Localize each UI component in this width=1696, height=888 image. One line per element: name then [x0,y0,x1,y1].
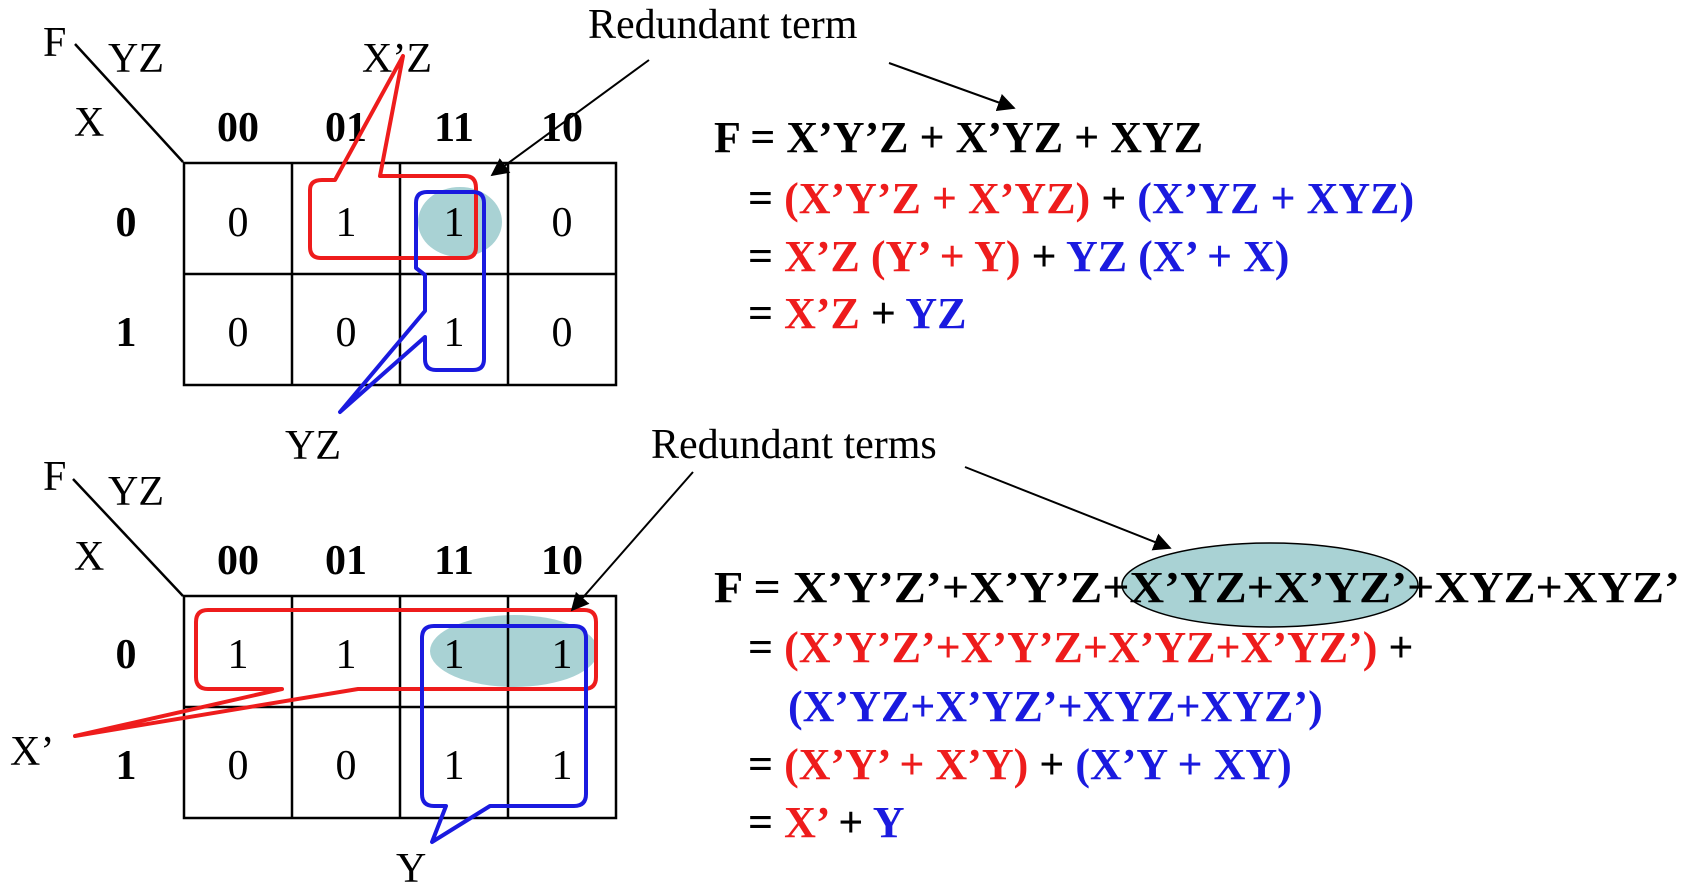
equation-segment: X’ [784,798,828,847]
equation-segment: + [1377,623,1413,672]
equation-segment: + [860,289,905,338]
equation-segment: = [748,232,784,281]
bottom-equation-line: F = X’Y’Z’+X’Y’Z+X’YZ+X’YZ’+XYZ+XYZ’ [714,563,1680,612]
bottom-col-header: 00 [217,538,259,584]
equation-segment: F = X’Y’Z + X’YZ + XYZ [714,113,1203,162]
equation-segment: X’Z [784,289,860,338]
bottom-cell: 0 [228,743,249,789]
top-blue-group-label: YZ [285,423,341,469]
equation-segment: = [748,623,784,672]
bottom-kmap: F YZ X 00 01 11 10 0 1 1 1 1 1 0 0 1 1 X… [10,422,1172,888]
bottom-blue-group-y [420,624,588,844]
bottom-redundant-label: Redundant terms [651,422,937,468]
top-redundant-arrow-to-map [490,59,650,177]
bottom-redundant-terms-highlight [1121,542,1419,628]
equation-segment: + [1028,740,1075,789]
bottom-cell: 1 [228,632,249,678]
top-red-group-label: X’Z [362,36,432,82]
equation-segment: X’Z (Y’ + Y) [784,232,1020,281]
top-col-header: 00 [217,105,259,151]
bottom-col-var: YZ [108,469,164,515]
bottom-red-group-label: X’ [10,729,54,775]
equation-segment: (X’YZ + XYZ) [1137,174,1414,223]
equation-segment: YZ (X’ + X) [1066,232,1289,281]
bottom-red-group-x-prime [73,608,598,738]
equation-segment: (X’YZ+X’YZ’+XYZ+XYZ’) [788,682,1323,731]
bottom-col-header: 11 [434,538,474,584]
top-cell: 0 [228,200,249,246]
bottom-func-label: F [43,454,66,500]
bottom-redundant-highlight [430,615,598,687]
equation-segment: YZ [905,289,966,338]
bottom-equation-line: = (X’Y’Z’+X’Y’Z+X’YZ+X’YZ’) + [748,623,1414,672]
top-cell: 1 [444,200,465,246]
top-equation-line: = X’Z (Y’ + Y) + YZ (X’ + X) [748,232,1289,281]
top-col-header: 11 [434,105,474,151]
bottom-cell: 1 [552,632,573,678]
top-cell: 0 [552,310,573,356]
bottom-row-header: 1 [116,743,137,789]
equation-segment: + [1090,174,1137,223]
equation-segment: = [748,289,784,338]
top-cell: 0 [336,310,357,356]
equation-segment: (X’Y’Z’+X’Y’Z+X’YZ+X’YZ’) [784,623,1377,672]
equation-segment: + [827,798,872,847]
bottom-cell: 1 [444,632,465,678]
top-cell: 1 [444,310,465,356]
top-row-header: 1 [116,310,137,356]
bottom-equation-line: = X’ + Y [748,798,904,847]
top-col-header: 01 [325,105,367,151]
bottom-row-var: X [74,534,104,580]
top-corner-diagonal [74,43,184,163]
top-redundant-label: Redundant term [588,2,858,48]
bottom-cell: 1 [336,632,357,678]
top-cell: 1 [336,200,357,246]
bottom-equations: F = X’Y’Z’+X’Y’Z+X’YZ+X’YZ’+XYZ+XYZ’ = (… [714,563,1680,847]
bottom-blue-group-label: Y [396,846,426,888]
bottom-redundant-arrow-to-term [964,466,1172,551]
equation-segment: = [748,798,784,847]
top-equation-line: = X’Z + YZ [748,289,966,338]
equation-segment: (X’Y’Z + X’YZ) [784,174,1090,223]
top-red-group-x-prime-z [308,54,478,260]
top-equations: F = X’Y’Z + X’YZ + XYZ = (X’Y’Z + X’YZ) … [714,113,1414,338]
equation-segment: F = X’Y’Z’+X’Y’Z+X’YZ+X’YZ’+XYZ+XYZ’ [714,563,1680,612]
bottom-col-header: 01 [325,538,367,584]
top-blue-group-yz [338,190,486,414]
bottom-row-header: 0 [116,632,137,678]
equation-segment: + [1021,232,1066,281]
equation-segment: = [748,174,784,223]
bottom-corner-diagonal [72,478,184,597]
bottom-equation-line: = (X’Y’ + X’Y) + (X’Y + XY) [748,740,1292,789]
equation-segment: Y [873,798,905,847]
top-func-label: F [43,20,66,66]
equation-segment: (X’Y’ + X’Y) [784,740,1028,789]
top-row-var: X [74,100,104,146]
bottom-redundant-arrow-to-map [570,471,694,612]
top-cell: 0 [228,310,249,356]
equation-segment: = [748,740,784,789]
equation-segment: (X’Y + XY) [1075,740,1292,789]
bottom-col-header: 10 [541,538,583,584]
top-cell: 0 [552,200,573,246]
top-equation-line: = (X’Y’Z + X’YZ) + (X’YZ + XYZ) [748,174,1414,223]
top-equation-line: F = X’Y’Z + X’YZ + XYZ [714,113,1203,162]
top-row-header: 0 [116,200,137,246]
top-redundant-arrow-to-term [888,62,1016,111]
top-col-var: YZ [108,36,164,82]
top-redundant-highlight [418,187,502,257]
bottom-equation-line: (X’YZ+X’YZ’+XYZ+XYZ’) [788,682,1323,731]
bottom-cell: 1 [552,743,573,789]
bottom-cell: 0 [336,743,357,789]
bottom-cell: 1 [444,743,465,789]
top-kmap: F YZ X 00 01 11 10 0 1 0 1 1 0 0 0 1 0 X… [43,2,1016,469]
